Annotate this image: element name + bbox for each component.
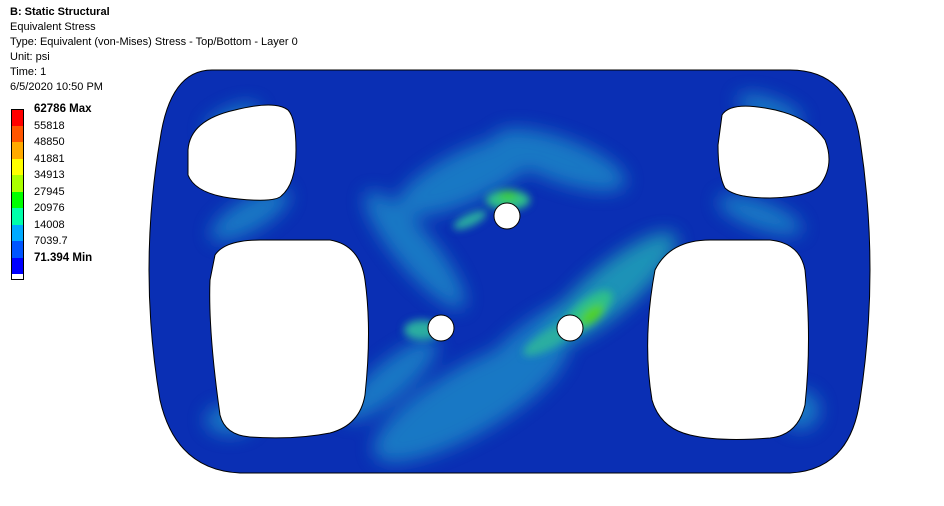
- legend-label: 48850: [34, 136, 65, 148]
- hole-top-left: [187, 104, 297, 201]
- analysis-title: B: Static Structural: [10, 6, 110, 18]
- legend-swatch: [11, 125, 24, 142]
- legend-label: 62786 Max: [34, 103, 92, 115]
- legend-swatch: [11, 142, 24, 159]
- legend-swatch-out-of-range: [11, 274, 24, 280]
- legend-swatch: [11, 224, 24, 241]
- hole-bottom-left: [209, 239, 369, 439]
- legend-label: 27945: [34, 185, 65, 198]
- legend-label: 71.394 Min: [34, 251, 93, 264]
- legend-swatch: [11, 109, 24, 126]
- legend-swatch: [11, 175, 24, 192]
- legend-label: 41881: [34, 152, 65, 165]
- pin-hole-left: [427, 314, 455, 342]
- result-unit: Unit: psi: [10, 51, 50, 63]
- result-name: Equivalent Stress: [10, 21, 96, 33]
- legend-swatch: [11, 158, 24, 175]
- legend-swatch: [11, 191, 24, 208]
- result-time: Time: 1: [10, 66, 47, 78]
- legend-swatch: [11, 241, 24, 258]
- plate-outline: [148, 69, 871, 474]
- pin-hole-top: [493, 202, 521, 230]
- legend-label: 7039.7: [34, 235, 68, 247]
- legend-label: 20976: [34, 202, 65, 214]
- legend-swatch: [11, 257, 24, 274]
- legend-label: 34913: [34, 169, 65, 181]
- result-type: Type: Equivalent (von-Mises) Stress - To…: [10, 36, 298, 48]
- legend-label: 55818: [34, 119, 65, 132]
- hole-top-right: [717, 105, 830, 199]
- result-timestamp: 6/5/2020 10:50 PM: [10, 81, 103, 93]
- legend-swatch: [11, 208, 24, 225]
- pin-hole-right: [556, 314, 584, 342]
- result-info-panel: B: Static Structural Equivalent Stress T…: [10, 5, 298, 95]
- contour-legend[interactable]: 62786 Max 55818 48850 41881 34913 27945 20976 1…: [10, 103, 120, 280]
- legend-label: 14008: [34, 218, 65, 231]
- hole-bottom-right: [647, 239, 809, 440]
